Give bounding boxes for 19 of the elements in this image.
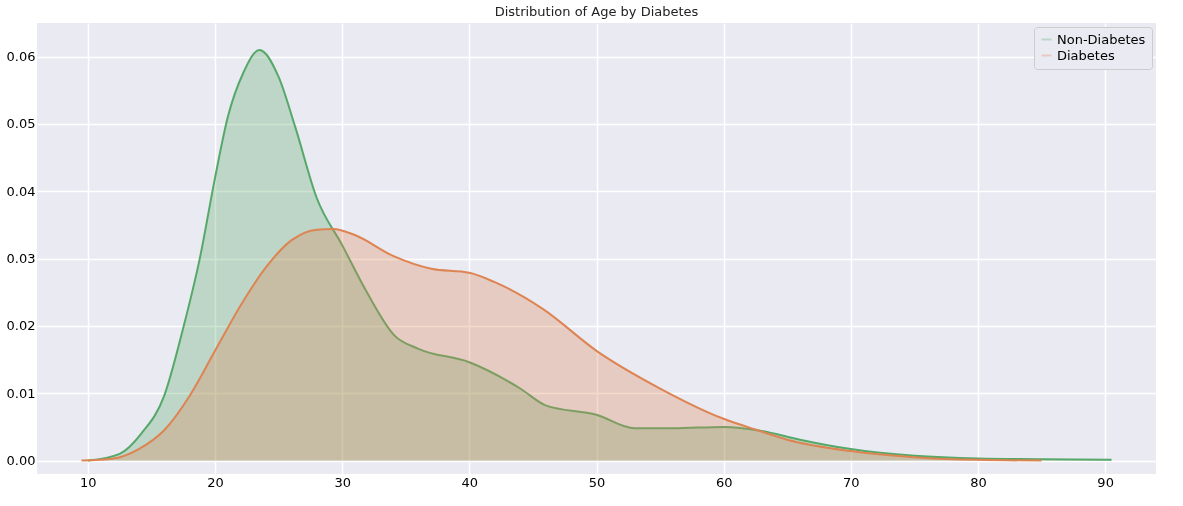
y-tick-label: 0.02	[6, 318, 36, 334]
x-tick-label: 80	[970, 474, 987, 490]
x-tick-label: 50	[588, 474, 606, 490]
x-tick-label: 10	[80, 474, 97, 490]
legend-label: Diabetes	[1057, 47, 1115, 63]
x-tick-label: 70	[843, 474, 860, 490]
x-tick-label: 90	[1097, 474, 1114, 490]
x-tick-label: 40	[461, 474, 479, 490]
y-tick-label: 0.06	[6, 49, 36, 65]
chart-title: Distribution of Age by Diabetes	[494, 4, 699, 19]
y-tick-label: 0.05	[6, 116, 36, 132]
x-tick-label: 60	[715, 474, 733, 490]
y-tick-label: 0.00	[6, 453, 36, 469]
y-tick-label: 0.04	[6, 183, 36, 199]
y-tick-label: 0.03	[6, 251, 36, 267]
legend-label: Non-Diabetes	[1057, 31, 1146, 47]
x-tick-label: 30	[334, 474, 351, 490]
x-tick-label: 20	[207, 474, 224, 490]
y-tick-label: 0.01	[6, 385, 36, 401]
